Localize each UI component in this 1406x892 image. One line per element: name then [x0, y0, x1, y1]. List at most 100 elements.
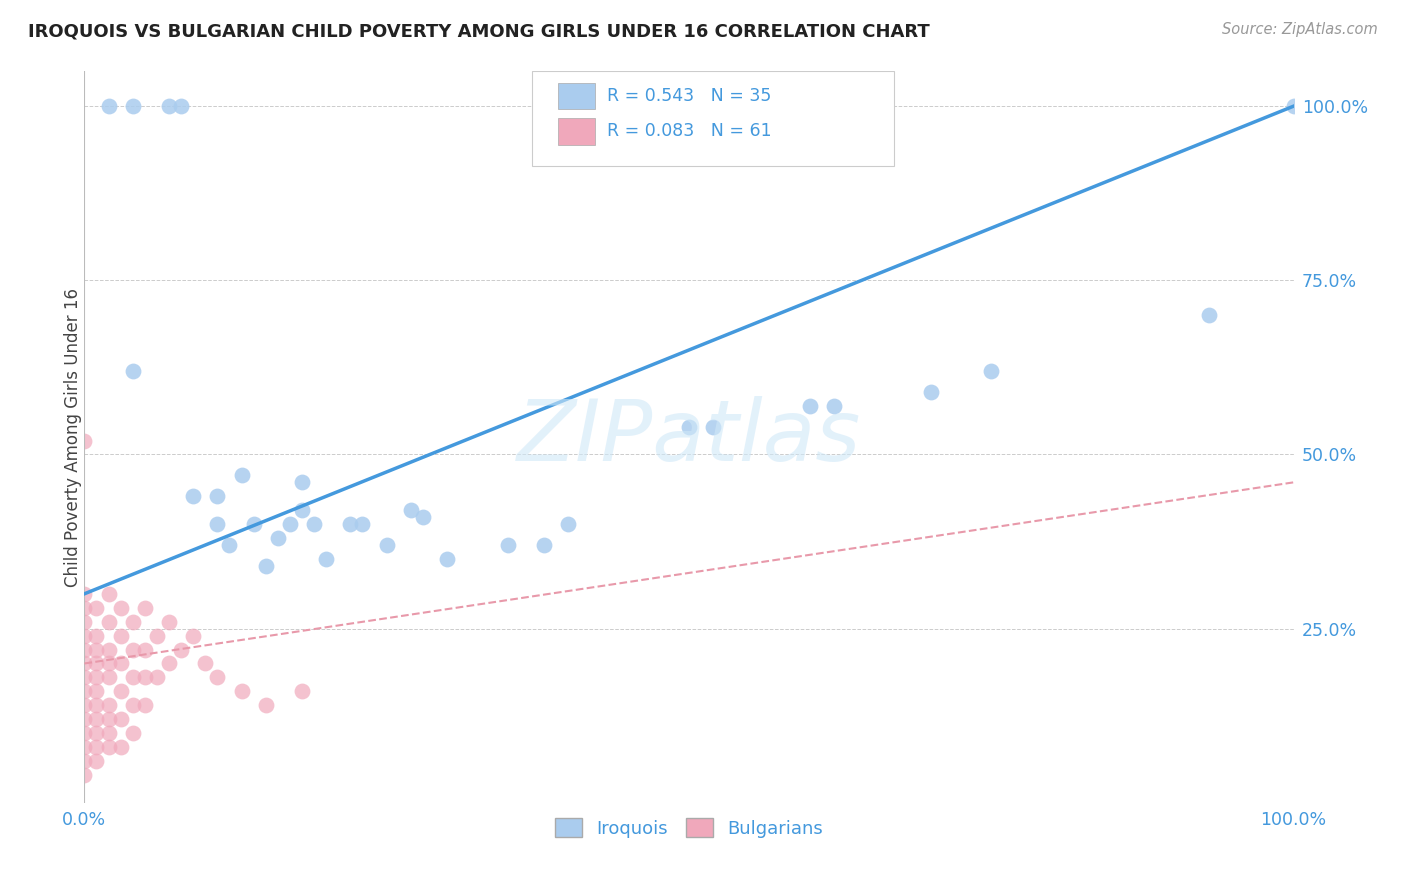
- Point: [157, 99, 180, 113]
- Point: [73, 670, 96, 684]
- Point: [86, 642, 108, 657]
- Point: [73, 712, 96, 726]
- Point: [73, 698, 96, 713]
- Point: [352, 517, 374, 532]
- Point: [110, 684, 132, 698]
- Point: [134, 698, 156, 713]
- Point: [86, 600, 108, 615]
- Point: [315, 552, 337, 566]
- Point: [254, 698, 277, 713]
- Point: [110, 712, 132, 726]
- Y-axis label: Child Poverty Among Girls Under 16: Child Poverty Among Girls Under 16: [65, 287, 82, 587]
- Point: [207, 517, 229, 532]
- Point: [207, 489, 229, 503]
- Point: [97, 698, 120, 713]
- Point: [121, 726, 143, 740]
- Point: [86, 657, 108, 671]
- Point: [799, 399, 821, 413]
- Point: [97, 642, 120, 657]
- Point: [134, 600, 156, 615]
- Point: [146, 629, 169, 643]
- Point: [157, 615, 180, 629]
- Point: [86, 698, 108, 713]
- Point: [110, 600, 132, 615]
- Point: [157, 657, 180, 671]
- Point: [121, 670, 143, 684]
- Point: [97, 587, 120, 601]
- Point: [399, 503, 422, 517]
- Point: [231, 468, 253, 483]
- Point: [823, 399, 845, 413]
- Point: [97, 615, 120, 629]
- Point: [73, 642, 96, 657]
- Point: [97, 726, 120, 740]
- Point: [496, 538, 519, 552]
- Point: [194, 657, 217, 671]
- Point: [702, 419, 724, 434]
- Point: [73, 768, 96, 782]
- Point: [73, 615, 96, 629]
- Point: [557, 517, 579, 532]
- Text: IROQUOIS VS BULGARIAN CHILD POVERTY AMONG GIRLS UNDER 16 CORRELATION CHART: IROQUOIS VS BULGARIAN CHILD POVERTY AMON…: [28, 22, 929, 40]
- Point: [278, 517, 301, 532]
- Point: [218, 538, 240, 552]
- Point: [73, 684, 96, 698]
- Point: [121, 99, 143, 113]
- Point: [97, 740, 120, 755]
- Point: [86, 740, 108, 755]
- Point: [291, 684, 314, 698]
- Point: [110, 740, 132, 755]
- Point: [86, 726, 108, 740]
- Point: [291, 475, 314, 490]
- Point: [73, 726, 96, 740]
- Point: [980, 364, 1002, 378]
- Point: [134, 670, 156, 684]
- Point: [375, 538, 398, 552]
- Point: [73, 629, 96, 643]
- Text: R = 0.543   N = 35: R = 0.543 N = 35: [607, 87, 770, 105]
- Text: Source: ZipAtlas.com: Source: ZipAtlas.com: [1222, 22, 1378, 37]
- Point: [86, 629, 108, 643]
- Point: [254, 558, 277, 573]
- Point: [73, 657, 96, 671]
- Point: [110, 629, 132, 643]
- Point: [86, 684, 108, 698]
- Point: [97, 99, 120, 113]
- Bar: [558, 119, 595, 145]
- Point: [533, 538, 555, 552]
- Point: [97, 712, 120, 726]
- Point: [1282, 99, 1305, 113]
- Point: [121, 698, 143, 713]
- Text: ZIPatlas: ZIPatlas: [517, 395, 860, 479]
- Point: [86, 754, 108, 768]
- Point: [73, 740, 96, 755]
- Point: [121, 615, 143, 629]
- Point: [170, 99, 193, 113]
- Point: [412, 510, 434, 524]
- Point: [170, 642, 193, 657]
- FancyBboxPatch shape: [531, 71, 894, 167]
- Point: [302, 517, 325, 532]
- Point: [146, 670, 169, 684]
- Point: [436, 552, 458, 566]
- Point: [207, 670, 229, 684]
- Point: [97, 670, 120, 684]
- Point: [678, 419, 700, 434]
- Point: [339, 517, 361, 532]
- Point: [73, 600, 96, 615]
- Point: [291, 503, 314, 517]
- Point: [121, 364, 143, 378]
- Point: [231, 684, 253, 698]
- Point: [181, 629, 204, 643]
- Point: [181, 489, 204, 503]
- Point: [73, 434, 96, 448]
- Point: [134, 642, 156, 657]
- Point: [97, 657, 120, 671]
- Bar: [558, 83, 595, 109]
- Point: [73, 587, 96, 601]
- Point: [242, 517, 264, 532]
- Point: [267, 531, 290, 545]
- Text: R = 0.083   N = 61: R = 0.083 N = 61: [607, 122, 772, 140]
- Point: [86, 712, 108, 726]
- Legend: Iroquois, Bulgarians: Iroquois, Bulgarians: [547, 811, 831, 845]
